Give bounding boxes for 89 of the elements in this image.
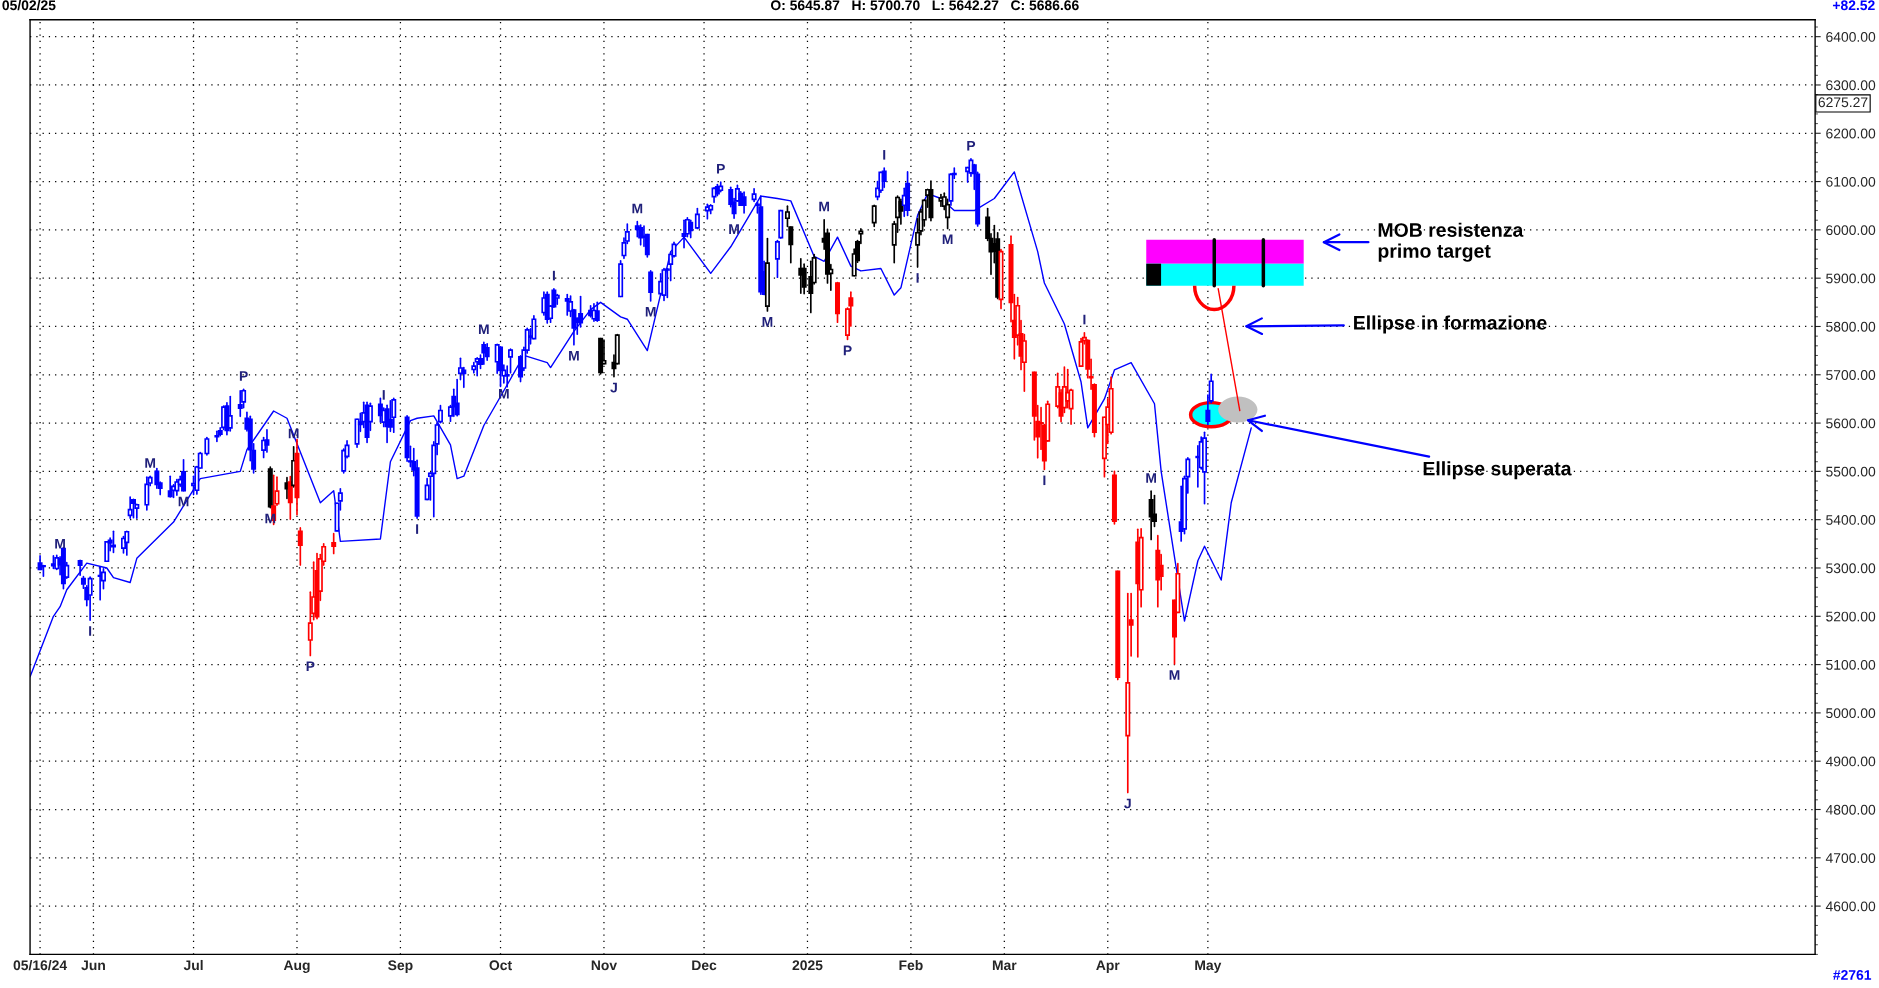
y-tick-label: 5600.00 (1826, 418, 1876, 429)
x-tick-label: 05/16/24 (13, 959, 68, 971)
annotation: M (55, 538, 65, 549)
candlestick (648, 270, 654, 302)
annotation: I (883, 150, 886, 160)
candlestick (134, 503, 140, 520)
y-tick-label: 4700.00 (1825, 853, 1876, 863)
annotation: M (645, 306, 656, 317)
text: #2761 (1833, 970, 1872, 980)
annotation: M (632, 203, 643, 214)
candlestick (898, 198, 904, 225)
x-tick-label: 2025 (792, 960, 823, 971)
y-tick-label: 5200.00 (1826, 611, 1876, 622)
x-tick-label: Feb (899, 959, 923, 971)
candlestick (87, 576, 93, 621)
annotation: P (717, 164, 725, 174)
y-tick-label: 5900.00 (1826, 273, 1876, 284)
candlestick (331, 532, 337, 555)
x-tick-label: Aug (283, 960, 310, 973)
y-tick-label: 4900.00 (1825, 756, 1876, 767)
annotation: MOB resistenza primo target (1378, 222, 1524, 262)
annotation: I (1043, 475, 1046, 486)
x-tick-label: Dec (692, 960, 717, 971)
candlestick (227, 395, 233, 432)
annotation: M (942, 234, 953, 245)
text: O: 5645.87 H: 5700.70 L: 5642.27 C: 5686.66 (770, 0, 1079, 11)
candlestick (297, 527, 303, 566)
candlestick (774, 239, 780, 279)
annotation: I (552, 270, 555, 281)
x-tick-label: Apr (1096, 960, 1120, 973)
candlestick (1148, 490, 1154, 541)
annotation: M (762, 317, 773, 327)
text: +82.52 (1832, 0, 1875, 11)
annotation: J (610, 382, 617, 393)
x-tick-label: Nov (591, 960, 618, 971)
y-tick-label: 5700.00 (1826, 370, 1876, 380)
annotation: I (1083, 314, 1086, 325)
candlestick (284, 476, 290, 500)
annotation: P (239, 371, 248, 381)
x-tick-label: Jun (81, 960, 105, 971)
x-tick-label: Jul (183, 959, 203, 971)
annotation: M (145, 458, 156, 468)
annotation: M (569, 350, 579, 361)
annotation: I (416, 524, 419, 534)
annotation: Ellipse superata (1423, 461, 1572, 480)
candlestick (508, 348, 514, 374)
y-tick-label: 6300.00 (1826, 80, 1876, 91)
y-tick-label: 5100.00 (1826, 659, 1876, 670)
candlestick (130, 498, 137, 519)
annotation: M (1146, 473, 1156, 483)
annotation: J (1124, 798, 1131, 809)
y-tick-label: 6000.00 (1826, 225, 1876, 236)
y-tick-label: 5300.00 (1826, 563, 1876, 574)
y-tick-label: 5500.00 (1826, 466, 1876, 477)
y-tick-label: 4800.00 (1825, 804, 1876, 815)
annotation: M (478, 324, 489, 334)
candlestick (694, 207, 700, 230)
y-tick-label: 5800.00 (1826, 321, 1876, 332)
candlestick (871, 204, 877, 228)
candlestick (881, 167, 887, 189)
candlestick (578, 295, 584, 328)
annotation: M (729, 224, 739, 234)
candlestick (461, 366, 467, 389)
y-tick-label: 5000.00 (1826, 708, 1876, 719)
annotation: I (89, 626, 92, 636)
x-tick-label: Sep (388, 960, 413, 973)
annotation: P (843, 345, 852, 356)
x-tick-label: Mar (992, 960, 1017, 971)
candlestick (424, 477, 430, 501)
x-tick-label: Oct (489, 960, 512, 971)
text: 05/02/25 (2, 0, 56, 11)
annotation: P (967, 140, 976, 151)
annotation: M (819, 201, 830, 212)
y-tick-label: 5400.00 (1826, 515, 1876, 525)
candlestick (214, 430, 220, 443)
candlestick (237, 389, 243, 418)
annotation: P (306, 661, 315, 672)
annotation: Ellipse in formazione (1354, 315, 1547, 334)
x-tick-label: May (1195, 960, 1222, 973)
text: 6275.27 (1818, 97, 1868, 108)
candlestick (104, 541, 110, 563)
y-tick-label: 6400.00 (1826, 32, 1876, 42)
annotation: I (382, 390, 385, 400)
annotation: M (1169, 670, 1180, 680)
y-tick-label: 6100.00 (1826, 176, 1876, 187)
annotation: I (916, 273, 919, 283)
y-tick-label: 4600.00 (1825, 901, 1876, 912)
candlestick (307, 591, 313, 657)
y-tick-label: 6200.00 (1826, 128, 1876, 139)
